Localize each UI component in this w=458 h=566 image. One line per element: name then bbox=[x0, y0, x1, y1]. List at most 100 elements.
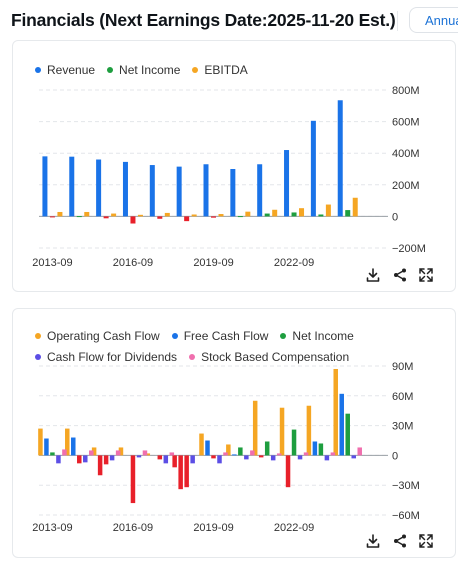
bar-stock-based-compensation bbox=[303, 452, 309, 456]
bar-net-income bbox=[264, 441, 270, 456]
bar-operating-cash-flow bbox=[306, 405, 312, 456]
bar-free-cash-flow bbox=[285, 455, 291, 488]
y-tick-label: 600M bbox=[392, 117, 420, 129]
bar-cash-flow-for-dividends bbox=[297, 455, 303, 460]
cashflow-bar-chart[interactable]: 90M 60M 30M 0 −30M −60M 2013-09 2016-09 2019-09 2… bbox=[13, 309, 455, 557]
x-tick-label: 2019-09 bbox=[193, 522, 233, 534]
bar-ebitda bbox=[352, 197, 358, 217]
bar-stock-based-compensation bbox=[357, 447, 362, 456]
bar-net-income bbox=[345, 210, 351, 217]
bar-free-cash-flow bbox=[232, 454, 237, 456]
y-tick-label: −200M bbox=[392, 243, 426, 255]
bar-free-cash-flow bbox=[71, 437, 76, 456]
y-tick-label: 0 bbox=[392, 211, 398, 223]
bar-ebitda bbox=[272, 209, 278, 217]
bar-net-income bbox=[345, 413, 350, 456]
bar-net-income bbox=[318, 443, 324, 456]
operating-cash-flow-dot-icon bbox=[35, 333, 41, 339]
download-icon[interactable] bbox=[365, 267, 381, 283]
y-tick-label: 0 bbox=[392, 450, 398, 462]
bar-cash-flow-for-dividends bbox=[270, 455, 276, 461]
bar-operating-cash-flow bbox=[65, 428, 70, 456]
bar-net-income bbox=[49, 216, 55, 218]
bar-stock-based-compensation bbox=[250, 450, 255, 456]
x-tick-label: 2016-09 bbox=[113, 522, 153, 534]
bar-net-income bbox=[238, 447, 243, 456]
legend-item-operating-cash-flow[interactable]: Operating Cash Flow bbox=[35, 329, 160, 343]
bar-revenue bbox=[257, 164, 263, 217]
free-cash-flow-dot-icon bbox=[171, 333, 178, 339]
x-tick-label: 2013-09 bbox=[32, 257, 72, 269]
bar-ebitda bbox=[218, 214, 224, 217]
dividends-dot-icon bbox=[35, 354, 41, 360]
bar-operating-cash-flow bbox=[38, 428, 43, 456]
legend-item-revenue[interactable]: Revenue bbox=[35, 63, 95, 77]
period-toggle-button[interactable]: Annua bbox=[409, 7, 458, 33]
bar-revenue bbox=[230, 169, 236, 217]
legend-item-cash-flow-for-dividends[interactable]: Cash Flow for Dividends bbox=[35, 350, 177, 364]
fullscreen-icon[interactable] bbox=[418, 533, 434, 549]
bar-net-income bbox=[50, 452, 55, 456]
legend-item-stock-based-compensation[interactable]: Stock Based Compensation bbox=[189, 350, 349, 364]
y-tick-label: 200M bbox=[392, 180, 420, 192]
download-icon[interactable] bbox=[365, 533, 381, 549]
bar-net-income bbox=[103, 216, 109, 219]
bar-net-income bbox=[157, 455, 163, 460]
fullscreen-icon[interactable] bbox=[418, 267, 434, 283]
bar-stock-based-compensation bbox=[169, 452, 175, 456]
share-icon[interactable] bbox=[392, 267, 408, 283]
legend-label: Free Cash Flow bbox=[183, 329, 269, 343]
bar-revenue bbox=[203, 164, 209, 217]
bar-operating-cash-flow bbox=[91, 447, 97, 456]
bar-net-income bbox=[130, 455, 136, 504]
bar-net-income bbox=[211, 216, 216, 218]
bar-revenue bbox=[310, 120, 316, 217]
bar-ebitda bbox=[57, 211, 63, 217]
bar-operating-cash-flow bbox=[279, 407, 285, 456]
legend-item-free-cash-flow[interactable]: Free Cash Flow bbox=[171, 329, 269, 343]
bar-net-income bbox=[76, 216, 82, 218]
bar-cash-flow-for-dividends bbox=[217, 455, 222, 464]
bar-cash-flow-for-dividends bbox=[190, 455, 195, 464]
bar-revenue bbox=[42, 156, 48, 217]
legend-item-net-income[interactable]: Net Income bbox=[107, 63, 180, 77]
bar-revenue bbox=[96, 159, 102, 217]
bar-net-income bbox=[291, 429, 297, 456]
bar-ebitda bbox=[191, 214, 197, 217]
x-tick-label: 2013-09 bbox=[32, 522, 72, 534]
bar-net-income bbox=[237, 216, 243, 218]
bar-stock-based-compensation bbox=[223, 452, 228, 456]
ebitda-dot-icon bbox=[192, 67, 199, 73]
bar-net-income bbox=[130, 216, 136, 224]
legend-label: EBITDA bbox=[204, 63, 248, 77]
bar-free-cash-flow bbox=[44, 438, 49, 456]
bar-free-cash-flow bbox=[339, 393, 344, 456]
legend-label: Stock Based Compensation bbox=[201, 350, 350, 364]
financials-bar-chart[interactable]: 800M 600M 400M 200M 0 −200M 2013-09 2016-09 2019… bbox=[13, 41, 455, 291]
bar-net-income bbox=[318, 214, 324, 217]
bar-operating-cash-flow bbox=[118, 447, 124, 456]
bar-cash-flow-for-dividends bbox=[109, 455, 115, 461]
y-tick-label: 30M bbox=[392, 421, 413, 433]
x-tick-label: 2022-09 bbox=[274, 522, 314, 534]
bar-net-income bbox=[291, 212, 297, 217]
share-icon[interactable] bbox=[392, 533, 408, 549]
bar-stock-based-compensation bbox=[142, 450, 148, 456]
cashflow-chart-card: Operating Cash Flow Free Cash Flow Net I… bbox=[12, 308, 456, 558]
bar-operating-cash-flow bbox=[226, 444, 231, 456]
sbc-dot-icon bbox=[189, 354, 196, 360]
bar-ebitda bbox=[137, 214, 143, 217]
y-tick-label: −60M bbox=[392, 510, 420, 522]
legend-item-net-income[interactable]: Net Income bbox=[280, 329, 354, 343]
legend-label: Cash Flow for Dividends bbox=[47, 350, 178, 364]
bar-net-income bbox=[103, 455, 109, 465]
legend-item-ebitda[interactable]: EBITDA bbox=[192, 63, 248, 77]
y-tick-label: 800M bbox=[392, 85, 420, 97]
y-tick-label: −30M bbox=[392, 480, 420, 492]
bar-net-income bbox=[264, 213, 270, 217]
bar-operating-cash-flow bbox=[333, 368, 338, 456]
page-title: Financials (Next Earnings Date:2025-11-2… bbox=[11, 10, 396, 30]
legend-label: Revenue bbox=[47, 63, 96, 77]
bar-operating-cash-flow bbox=[252, 400, 258, 456]
revenue-dot-icon bbox=[35, 67, 41, 73]
